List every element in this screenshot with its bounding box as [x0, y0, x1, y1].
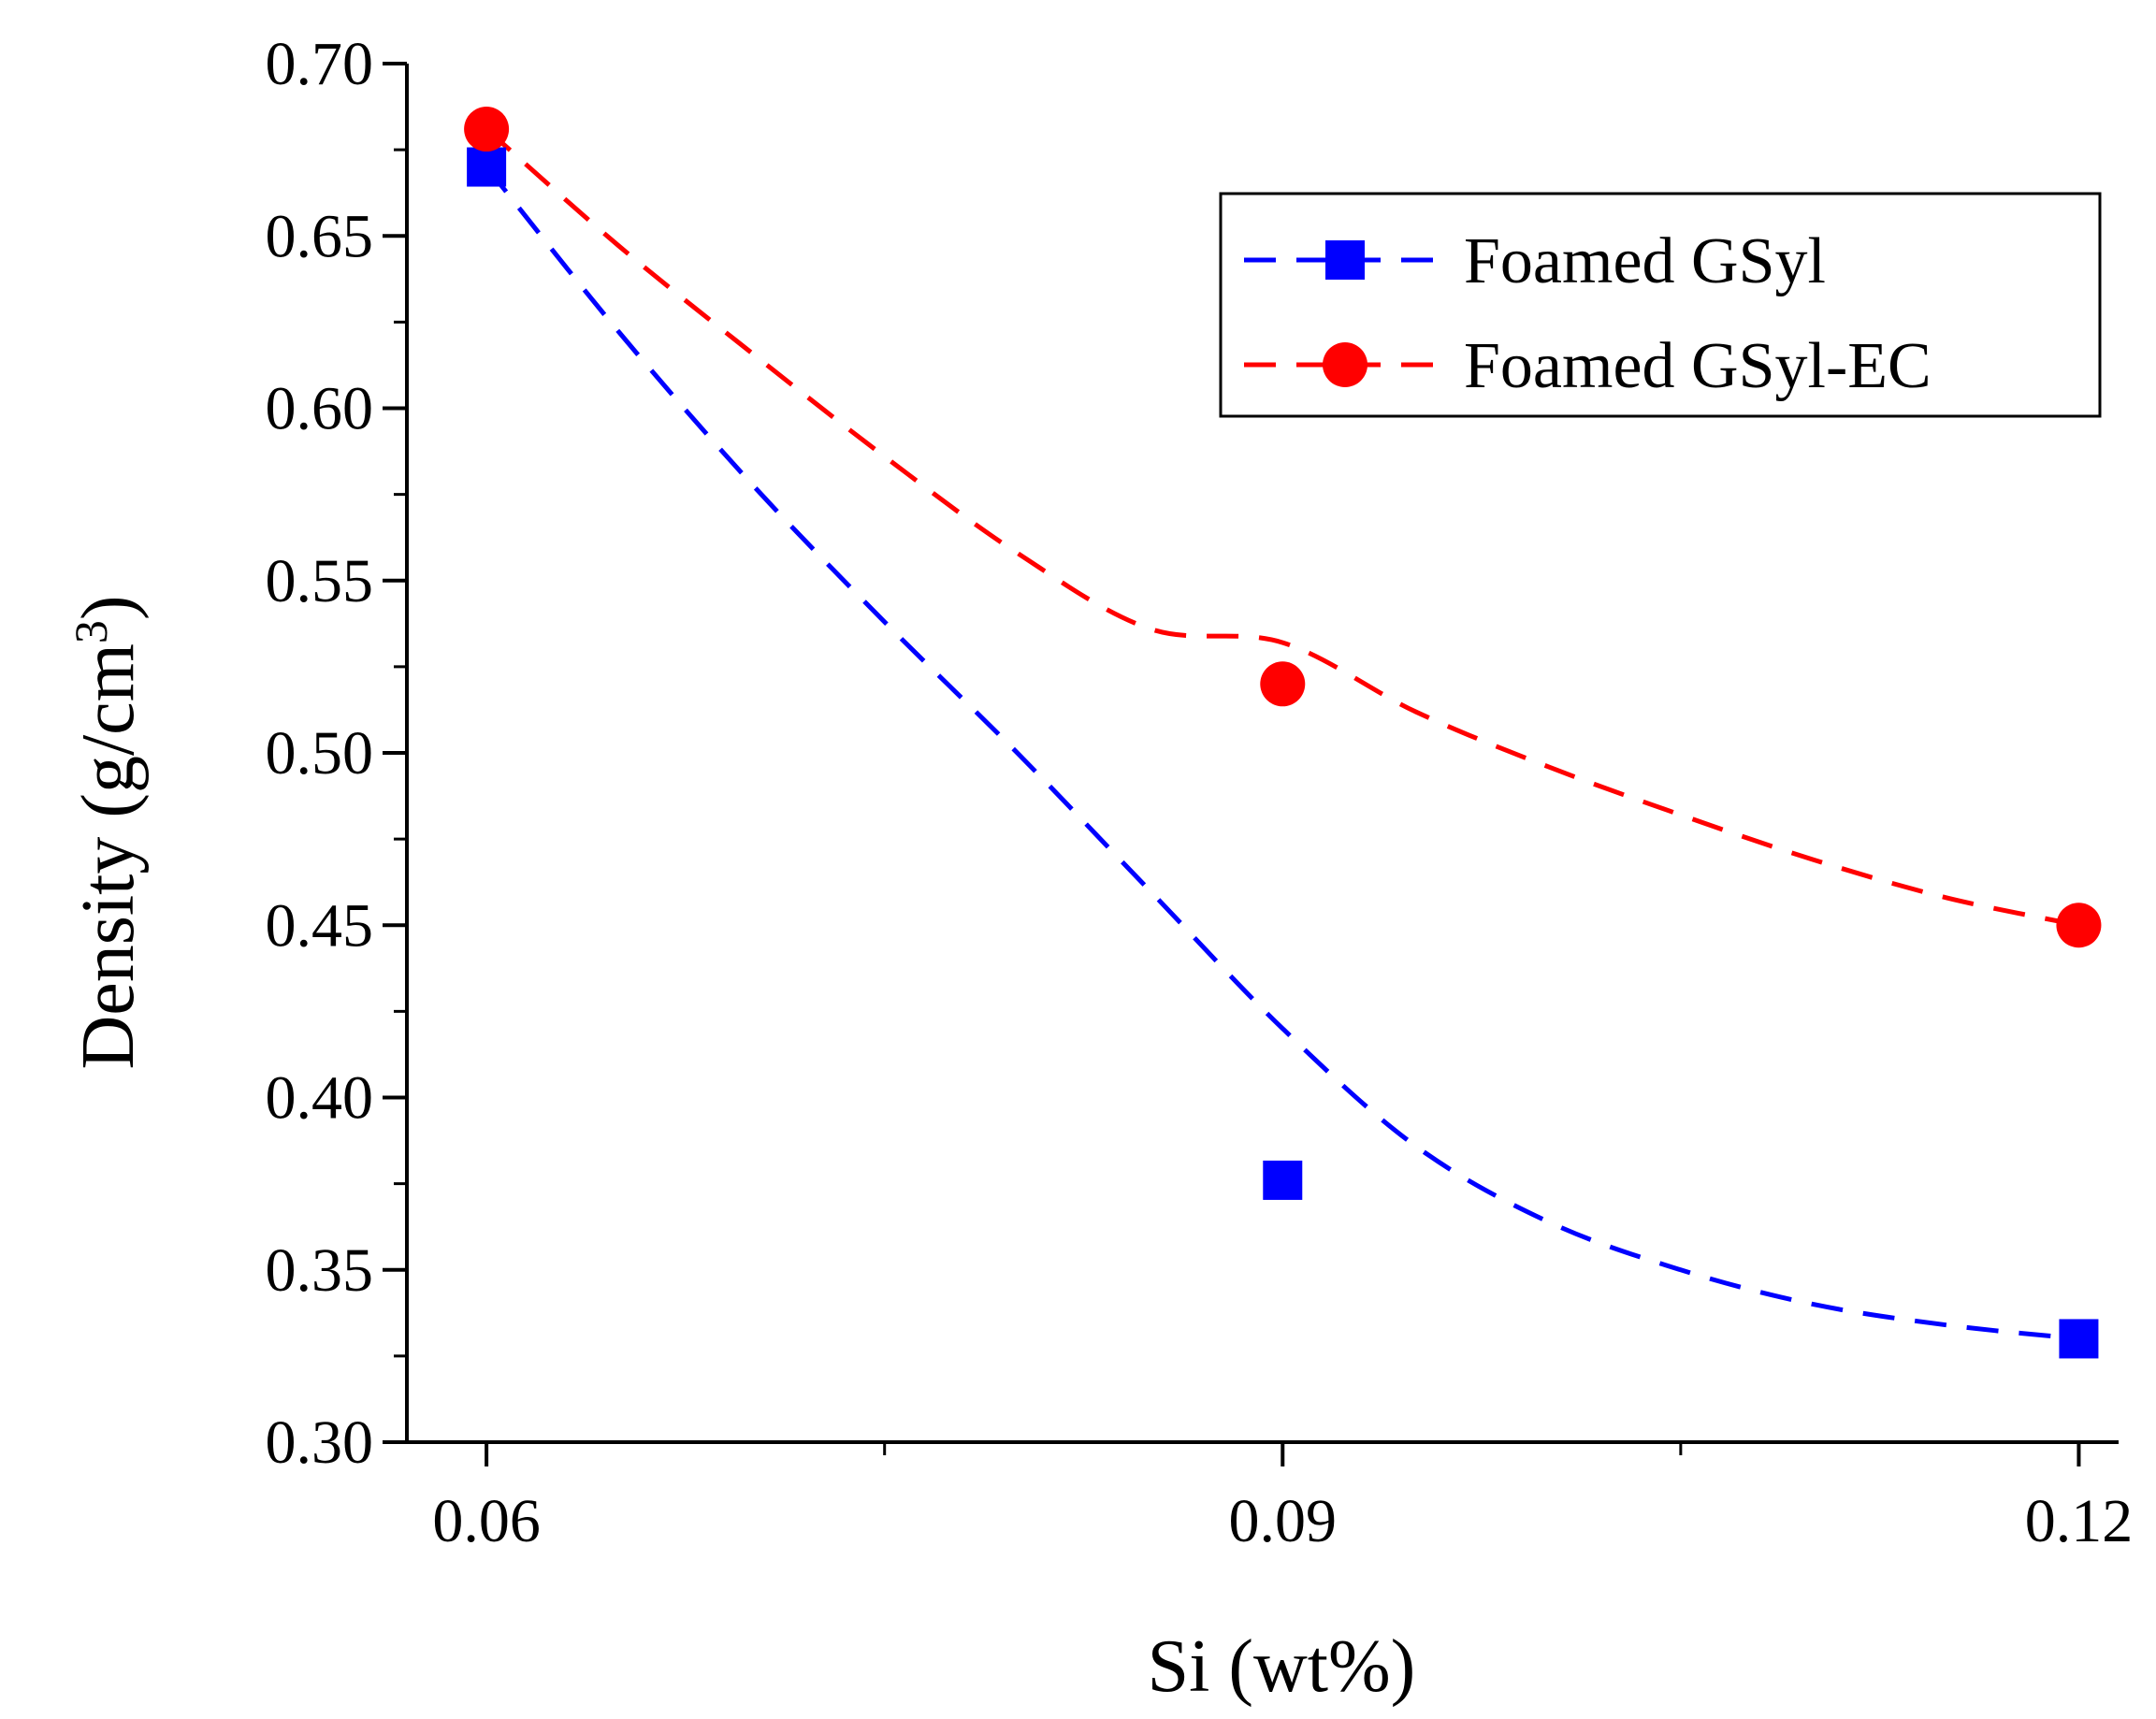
x-tick-label: 0.06 — [432, 1487, 541, 1555]
data-point-square — [467, 147, 507, 187]
y-tick-label: 0.60 — [266, 375, 374, 443]
y-axis-ticks: 0.30 0.35 0.40 0.45 0.50 0.55 0.60 0.65 0.70 — [266, 30, 407, 1477]
y-axis-title: Density (g/cm3) — [65, 595, 150, 1069]
y-tick-label: 0.70 — [266, 30, 374, 98]
data-point-circle — [1260, 661, 1306, 707]
fit-line-series-0 — [485, 165, 2079, 1341]
y-tick-label: 0.50 — [266, 719, 374, 787]
legend-marker-circle — [1323, 342, 1367, 387]
x-axis-ticks: 0.06 0.09 0.12 — [432, 1442, 2133, 1555]
data-point-square — [2059, 1319, 2099, 1359]
x-tick-label: 0.12 — [2025, 1487, 2134, 1555]
y-tick-label: 0.35 — [266, 1236, 374, 1305]
legend-marker-square — [1325, 240, 1365, 280]
x-tick-label: 0.09 — [1229, 1487, 1338, 1555]
y-tick-label: 0.55 — [266, 547, 374, 615]
legend-label-0: Foamed GSyl — [1464, 225, 1826, 297]
y-tick-label: 0.45 — [266, 891, 374, 960]
y-tick-label: 0.30 — [266, 1408, 374, 1477]
fit-line-series-1 — [485, 127, 2079, 928]
y-axis-title-close: ) — [67, 595, 150, 620]
data-markers — [464, 107, 2102, 1359]
y-axis-title-superscript: 3 — [65, 620, 117, 643]
x-axis-title: Si (wt%) — [1148, 1625, 1416, 1708]
y-tick-label: 0.65 — [266, 202, 374, 270]
legend: Foamed GSyl Foamed GSyl-EC — [1219, 192, 2102, 418]
y-tick-label: 0.40 — [266, 1064, 374, 1133]
legend-box — [1219, 192, 2102, 418]
legend-label-1: Foamed GSyl-EC — [1464, 330, 1932, 402]
minor-ticks — [394, 148, 1683, 1455]
y-axis-title-main: Density (g/cm — [67, 643, 150, 1069]
fit-lines — [485, 127, 2079, 1341]
data-point-circle — [2056, 903, 2102, 948]
data-point-circle — [464, 107, 510, 152]
data-point-square — [1263, 1160, 1303, 1200]
